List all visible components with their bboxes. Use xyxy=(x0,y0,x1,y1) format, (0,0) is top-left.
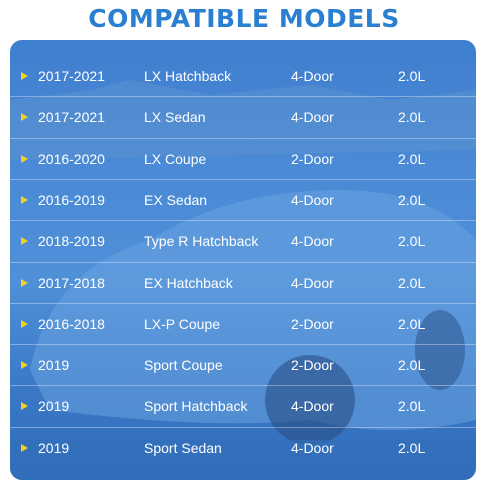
model: EX Hatchback xyxy=(144,274,233,291)
doors: 4-Door xyxy=(291,274,334,291)
engine: 2.0L xyxy=(398,109,426,126)
model: Sport Sedan xyxy=(144,439,222,456)
table-row: 2017-2021 LX Sedan 4-Door 2.0L xyxy=(10,97,476,138)
bullet xyxy=(21,278,28,287)
doors: 4-Door xyxy=(291,68,334,84)
year-range: 2019 xyxy=(38,398,70,415)
bullet xyxy=(21,237,28,246)
doors: 4-Door xyxy=(291,191,334,208)
doors: 4-Door xyxy=(291,439,334,456)
model: EX Sedan xyxy=(144,191,208,208)
bullet xyxy=(21,319,28,328)
model: LX Sedan xyxy=(144,109,206,126)
model: LX Coupe xyxy=(144,150,207,167)
doors: 2-Door xyxy=(291,357,334,374)
bullet xyxy=(21,154,28,163)
table-row: 2016-2018 LX-P Coupe 2-Door 2.0L xyxy=(10,304,476,345)
row-separator xyxy=(10,137,476,139)
row-separator xyxy=(10,385,476,387)
table-row: 2019 Sport Coupe 2-Door 2.0L xyxy=(10,345,476,386)
engine: 2.0L xyxy=(398,233,426,250)
doors: 4-Door xyxy=(291,398,334,415)
table-row: 2018-2019 Type R Hatchback 4-Door 2.0L xyxy=(10,221,476,262)
doors: 4-Door xyxy=(291,233,334,250)
model: Sport Hatchback xyxy=(144,398,248,415)
engine: 2.0L xyxy=(398,191,426,208)
title: COMPATIBLE MODELS xyxy=(88,4,400,33)
table-row: 2017-2021 LX Hatchback 4-Door 2.0L xyxy=(10,56,476,97)
engine: 2.0L xyxy=(398,150,426,167)
engine: 2.0L xyxy=(398,357,426,374)
engine: 2.0L xyxy=(398,274,426,291)
year-range: 2017-2021 xyxy=(38,109,105,126)
engine: 2.0L xyxy=(398,68,426,84)
bullet xyxy=(21,443,28,452)
year-range: 2016-2019 xyxy=(38,191,105,208)
doors: 2-Door xyxy=(291,150,334,167)
year-range: 2016-2018 xyxy=(38,315,105,332)
table-row: 2017-2018 EX Hatchback 4-Door 2.0L xyxy=(10,263,476,304)
model: LX-P Coupe xyxy=(144,315,221,332)
bullet xyxy=(21,113,28,122)
table-row: 2016-2019 EX Sedan 4-Door 2.0L xyxy=(10,180,476,221)
year-range: 2019 xyxy=(38,439,70,456)
models-panel: 2017-2021 LX Hatchback 4-Door 2.0L 2017-2021… xyxy=(10,40,476,480)
model: LX Hatchback xyxy=(144,68,232,84)
year-range: 2016-2020 xyxy=(38,150,105,167)
year-range: 2018-2019 xyxy=(38,233,105,250)
row-separator xyxy=(10,178,476,180)
year-range: 2017-2018 xyxy=(38,274,105,291)
engine: 2.0L xyxy=(398,315,426,332)
background-art xyxy=(10,80,476,480)
year-range: 2017-2021 xyxy=(38,68,105,84)
table-row: 2016-2020 LX Coupe 2-Door 2.0L xyxy=(10,139,476,180)
row-separator xyxy=(10,344,476,346)
table-row: 2019 Sport Hatchback 4-Door 2.0L xyxy=(10,386,476,427)
row-separator xyxy=(10,426,476,428)
row-separator xyxy=(10,220,476,222)
year-range: 2019 xyxy=(38,357,70,374)
row-separator xyxy=(10,261,476,263)
bullet xyxy=(21,195,28,204)
table-row: 2019 Sport Sedan 4-Door 2.0L xyxy=(10,428,476,469)
engine: 2.0L xyxy=(398,398,426,415)
bullet xyxy=(21,402,28,411)
model: Type R Hatchback xyxy=(144,233,259,250)
row-separator xyxy=(10,96,476,98)
bullet xyxy=(21,72,28,80)
doors: 2-Door xyxy=(291,315,334,332)
doors: 4-Door xyxy=(291,109,334,126)
bullet xyxy=(21,361,28,370)
model: Sport Coupe xyxy=(144,357,223,374)
row-separator xyxy=(10,302,476,304)
engine: 2.0L xyxy=(398,439,426,456)
